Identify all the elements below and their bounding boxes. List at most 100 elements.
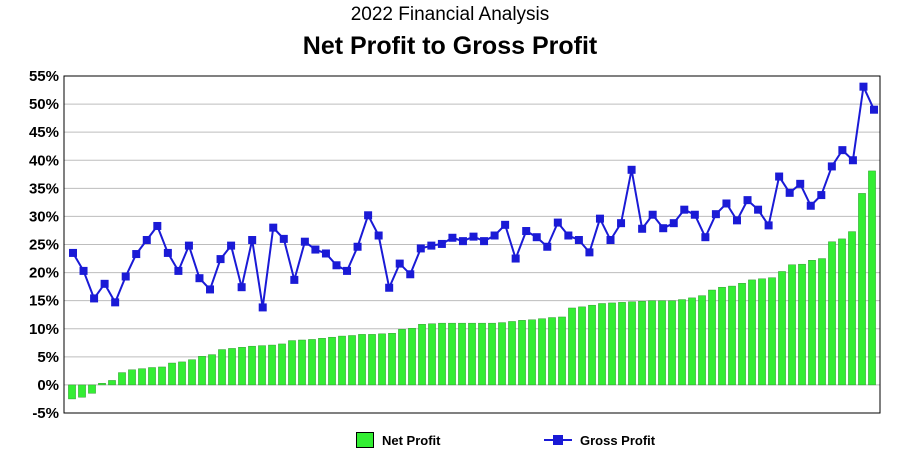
y-tick-label: 15% xyxy=(29,293,59,310)
gross-profit-point xyxy=(480,237,489,246)
gross-profit-point xyxy=(838,146,847,155)
gross-profit-point xyxy=(458,237,467,246)
net-profit-bar xyxy=(508,321,516,386)
gross-profit-point xyxy=(722,199,731,208)
net-profit-bar xyxy=(368,334,376,386)
gross-profit-point xyxy=(321,249,330,258)
gross-profit-point xyxy=(206,285,215,294)
net-profit-bar xyxy=(628,301,636,386)
net-profit-bar xyxy=(138,368,146,386)
net-profit-bar xyxy=(328,336,336,386)
net-profit-bar xyxy=(698,295,706,386)
y-axis-labels: 55% 50% 45% 40% 35% 30% 25% 20% 15% 10% 5% 0% -5% xyxy=(29,68,59,422)
gross-profit-point xyxy=(448,233,457,242)
gross-profit-point xyxy=(469,232,478,241)
net-profit-bar xyxy=(478,322,486,386)
gross-profit-point xyxy=(437,239,446,248)
net-profit-bar xyxy=(688,297,696,386)
net-profit-bar xyxy=(668,300,676,386)
net-profit-bar xyxy=(448,322,456,386)
net-profit-bar xyxy=(108,380,116,386)
net-profit-bar xyxy=(738,283,746,386)
legend-gross-profit: Gross Profit xyxy=(544,430,655,450)
gross-profit-point xyxy=(522,227,531,236)
net-profit-bar xyxy=(198,356,206,386)
gross-profit-point xyxy=(553,218,562,227)
gross-profit-point xyxy=(153,221,162,230)
net-profit-bar xyxy=(748,279,756,386)
net-profit-bar xyxy=(88,384,96,394)
gross-profit-point xyxy=(311,245,320,254)
gross-profit-point xyxy=(617,219,626,228)
gross-profit-point xyxy=(279,234,288,243)
net-profit-bar xyxy=(168,362,176,386)
net-profit-bar xyxy=(178,361,186,386)
gross-profit-point xyxy=(732,216,741,225)
gross-profit-point xyxy=(237,283,246,292)
gross-profit-point xyxy=(385,283,394,292)
gross-profit-point xyxy=(648,210,657,219)
net-profit-bar xyxy=(798,263,806,386)
net-profit-bar xyxy=(68,384,76,400)
gross-profit-point xyxy=(870,105,878,114)
gross-profit-point xyxy=(680,205,689,214)
gross-profit-point xyxy=(121,272,130,281)
net-profit-bar xyxy=(468,322,476,386)
net-profit-bar xyxy=(268,344,276,386)
y-tick-label: 0% xyxy=(37,377,59,394)
net-profit-bar xyxy=(258,345,266,386)
net-profit-bars xyxy=(68,170,876,400)
gross-profit-point xyxy=(606,236,615,245)
net-profit-bar xyxy=(438,322,446,386)
net-profit-bar xyxy=(188,359,196,386)
gross-profit-point xyxy=(248,236,257,245)
net-profit-bar xyxy=(498,322,506,386)
gross-profit-point xyxy=(258,303,267,312)
net-profit-bar xyxy=(78,384,86,398)
gross-profit-point xyxy=(416,244,425,253)
net-profit-bar xyxy=(718,286,726,386)
y-tick-label: 35% xyxy=(29,180,59,197)
plot-frame xyxy=(63,75,881,414)
net-profit-bar xyxy=(678,299,686,386)
gross-profit-point xyxy=(374,231,383,240)
net-profit-bar xyxy=(228,348,236,386)
y-tick-label: -5% xyxy=(32,405,59,422)
gross-profit-point xyxy=(216,255,225,264)
gross-profit-point xyxy=(659,224,668,233)
net-profit-bar xyxy=(488,322,496,386)
gross-profit-point xyxy=(174,266,183,275)
net-profit-bar xyxy=(818,258,826,386)
net-profit-bar xyxy=(578,306,586,386)
gross-profit-point xyxy=(585,248,594,257)
net-profit-bar xyxy=(518,320,526,386)
net-profit-bar xyxy=(218,349,226,386)
net-profit-bar xyxy=(318,338,326,386)
gross-profit-point xyxy=(785,188,794,197)
net-profit-bar xyxy=(728,285,736,386)
net-profit-bar xyxy=(148,367,156,386)
net-profit-bar xyxy=(238,347,246,386)
gross-profit-point xyxy=(775,172,784,181)
chart-title: Net Profit to Gross Profit xyxy=(302,32,598,60)
net-profit-bar xyxy=(548,317,556,386)
net-profit-bar xyxy=(338,335,346,386)
net-profit-bar xyxy=(348,335,356,386)
gross-profit-point xyxy=(132,250,141,259)
gross-profit-point xyxy=(743,196,752,205)
y-tick-label: 10% xyxy=(29,321,59,338)
gross-profit-point xyxy=(427,241,436,250)
y-tick-label: 50% xyxy=(29,96,59,113)
gross-profit-point xyxy=(406,270,415,279)
legend-net-profit: Net Profit xyxy=(356,430,441,450)
gross-profit-point xyxy=(543,242,552,251)
net-profit-bar xyxy=(708,289,716,386)
net-profit-bar xyxy=(558,316,566,386)
gross-profit-point xyxy=(79,266,88,275)
gross-profit-point xyxy=(300,237,309,246)
y-tick-label: 40% xyxy=(29,152,59,169)
net-profit-bar xyxy=(418,324,426,386)
gross-profit-point xyxy=(532,233,541,242)
gross-profit-point xyxy=(764,221,773,230)
